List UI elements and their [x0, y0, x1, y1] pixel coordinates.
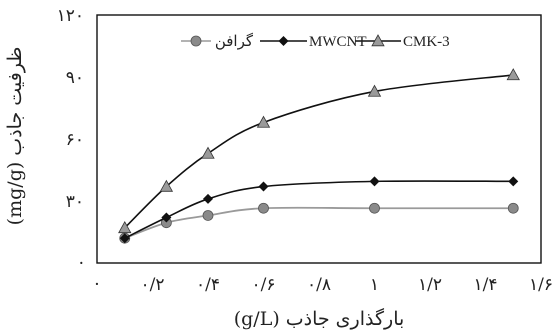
- data-point: [258, 181, 269, 192]
- y-axis-title: ظرفیت جاذب (mg/g): [4, 47, 26, 226]
- x-tick-label: ·: [94, 275, 99, 295]
- data-point: [258, 202, 269, 214]
- series-group: [118, 68, 520, 244]
- series-line: [124, 206, 514, 240]
- axes: [96, 14, 542, 264]
- legend-item: CMK-3: [355, 34, 450, 50]
- x-tick-label: ۰/۶: [252, 275, 276, 295]
- y-tick-label: ۱۲۰: [57, 6, 84, 26]
- data-point: [203, 193, 213, 204]
- series-3: [118, 68, 520, 234]
- data-point: [119, 233, 130, 244]
- data-point: [256, 115, 271, 128]
- legend-marker: [278, 36, 289, 46]
- x-tick-label: ۰/۲: [141, 275, 165, 295]
- x-tick-label: ۰/۴: [196, 275, 220, 295]
- y-tick-label: ·: [79, 254, 84, 274]
- legend: CMK-3 MWCNT گرافن: [181, 32, 450, 50]
- legend-label: MWCNT: [309, 34, 367, 50]
- series-line: [124, 74, 514, 229]
- data-point: [369, 202, 380, 214]
- x-tick-label: ۰/۸: [307, 275, 331, 295]
- y-tick-label: ۳۰: [66, 192, 84, 212]
- tick-labels: · ۰/۲ ۰/۴ ۰/۶ ۰/۸ ۱ ۱/۲ ۱/۴ ۱/۶ · ۳۰ ۶۰ ۹۰ ۱۲۰: [57, 6, 553, 295]
- data-point: [508, 176, 519, 187]
- x-tick-label: ۱/۶: [529, 275, 553, 295]
- data-point: [506, 68, 520, 81]
- legend-item: گرافن: [181, 32, 254, 50]
- legend-label: گرافن: [215, 32, 254, 50]
- x-tick-label: ۱/۴: [474, 275, 498, 295]
- legend-label: CMK-3: [403, 34, 450, 50]
- x-tick-label: ۱/۲: [418, 275, 442, 295]
- data-point: [367, 84, 382, 97]
- x-axis-title: بارگذاری جاذب (g/L): [234, 307, 405, 330]
- series-1: [119, 202, 519, 244]
- legend-marker: [371, 34, 385, 47]
- data-point: [202, 210, 214, 221]
- data-point: [201, 146, 215, 159]
- data-point: [507, 202, 519, 214]
- data-point: [159, 179, 174, 192]
- legend-marker: [190, 35, 202, 47]
- series-2: [119, 176, 519, 244]
- y-tick-label: ۹۰: [66, 68, 84, 88]
- data-point: [161, 212, 172, 223]
- data-point: [118, 221, 132, 234]
- x-tick-label: ۱: [370, 275, 379, 295]
- plot-frame: [96, 14, 542, 264]
- legend-item: MWCNT: [260, 34, 367, 50]
- y-tick-label: ۶۰: [66, 130, 84, 150]
- series-line: [124, 180, 514, 239]
- data-point: [369, 176, 380, 187]
